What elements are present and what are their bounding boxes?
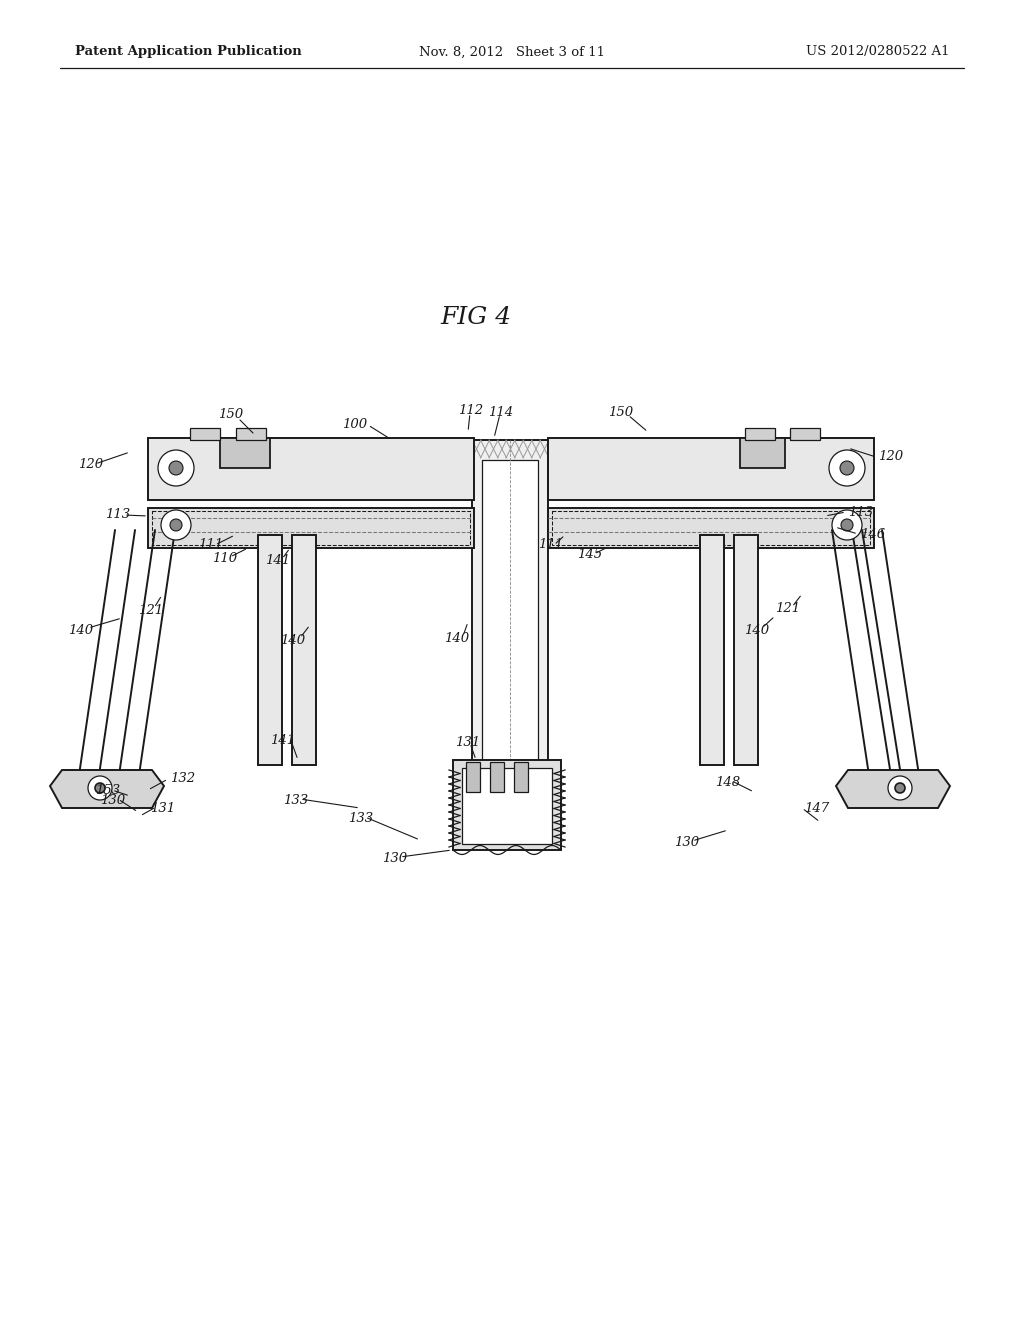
Text: 111: 111 (538, 539, 563, 552)
Bar (734, 535, 758, 766)
Text: 145: 145 (577, 549, 602, 561)
Text: Patent Application Publication: Patent Application Publication (75, 45, 302, 58)
Text: 113: 113 (848, 506, 873, 519)
Text: 140: 140 (68, 623, 93, 636)
Circle shape (170, 519, 182, 531)
Text: 121: 121 (775, 602, 800, 615)
Text: 112: 112 (458, 404, 483, 417)
Text: 113: 113 (105, 508, 130, 521)
Bar (790, 428, 820, 440)
Text: 132: 132 (170, 771, 196, 784)
Bar (453, 760, 561, 850)
Bar (148, 508, 474, 548)
Circle shape (831, 510, 862, 540)
Text: 100: 100 (342, 418, 368, 432)
Text: FIG 4: FIG 4 (440, 306, 511, 330)
Polygon shape (836, 770, 950, 808)
Text: Nov. 8, 2012   Sheet 3 of 11: Nov. 8, 2012 Sheet 3 of 11 (419, 45, 605, 58)
Circle shape (169, 461, 183, 475)
Bar (152, 511, 470, 545)
Text: 131: 131 (150, 801, 175, 814)
Text: 140: 140 (744, 623, 769, 636)
Circle shape (829, 450, 865, 486)
Bar (292, 535, 316, 766)
Bar (148, 438, 474, 500)
Bar (466, 762, 480, 792)
Text: 130: 130 (100, 793, 125, 807)
Circle shape (841, 519, 853, 531)
Text: 120: 120 (78, 458, 103, 470)
Bar (745, 428, 775, 440)
Text: 111: 111 (198, 539, 223, 552)
Circle shape (158, 450, 194, 486)
Polygon shape (50, 770, 164, 808)
Bar (548, 508, 874, 548)
Circle shape (895, 783, 905, 793)
Circle shape (88, 776, 112, 800)
Circle shape (840, 461, 854, 475)
Bar (700, 535, 724, 766)
Text: 131: 131 (455, 735, 480, 748)
Text: 146: 146 (860, 528, 885, 540)
Bar (236, 428, 266, 440)
Bar (190, 428, 220, 440)
Text: 150: 150 (218, 408, 243, 421)
Circle shape (888, 776, 912, 800)
Bar (514, 762, 528, 792)
Text: 133: 133 (348, 812, 373, 825)
Polygon shape (220, 438, 270, 469)
Text: 120: 120 (878, 450, 903, 462)
Text: 140: 140 (444, 631, 469, 644)
Text: 140: 140 (280, 634, 305, 647)
Polygon shape (740, 438, 785, 469)
Text: 114: 114 (488, 405, 513, 418)
Text: 133: 133 (283, 793, 308, 807)
Circle shape (95, 783, 105, 793)
Text: 148: 148 (715, 776, 740, 788)
Text: 153: 153 (95, 784, 120, 796)
Text: 147: 147 (804, 801, 829, 814)
Text: 130: 130 (674, 836, 699, 849)
Circle shape (161, 510, 191, 540)
Text: US 2012/0280522 A1: US 2012/0280522 A1 (807, 45, 950, 58)
Text: 141: 141 (265, 553, 290, 566)
Text: 121: 121 (138, 603, 163, 616)
Bar (548, 438, 874, 500)
Text: 141: 141 (270, 734, 295, 747)
Bar (482, 459, 538, 836)
Text: 110: 110 (212, 552, 238, 565)
Text: 150: 150 (608, 405, 633, 418)
Bar (258, 535, 282, 766)
Text: 130: 130 (382, 851, 408, 865)
Bar (490, 762, 504, 792)
Bar (462, 768, 552, 843)
Bar (552, 511, 870, 545)
Bar (472, 440, 548, 836)
